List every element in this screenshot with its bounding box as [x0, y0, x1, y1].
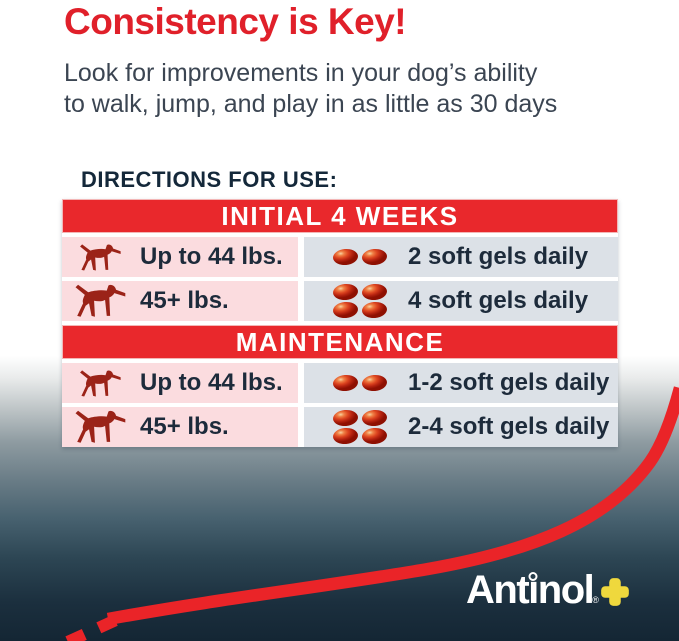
registered-trademark-symbol: ®	[592, 595, 599, 605]
dog-icon	[70, 243, 130, 272]
softgel-icon	[328, 247, 392, 267]
dog-icon	[70, 369, 130, 398]
dog-icon	[70, 283, 130, 318]
dose-cell: 2-4 soft gels daily	[304, 407, 618, 447]
page-subtitle: Look for improvements in your dog’s abil…	[64, 59, 558, 118]
brand-wordmark: Ant ı nol	[466, 568, 595, 612]
softgel-icon	[328, 282, 392, 320]
brand-logo: Ant ı nol ®	[466, 569, 630, 611]
brand-text-suffix: nol	[537, 568, 595, 612]
ring-accent	[528, 572, 538, 581]
swoosh-solid-curve	[106, 386, 679, 626]
table-row: 45+ lbs. 4 soft gels daily	[62, 281, 618, 321]
weight-cell: 45+ lbs.	[62, 281, 298, 321]
table-row: 45+ lbs. 2-4 soft gels daily	[62, 407, 618, 447]
page-title: Consistency is Key!	[64, 1, 407, 42]
softgel-icon	[328, 408, 392, 446]
dose-cell: 4 soft gels daily	[304, 281, 618, 321]
table-row: Up to 44 lbs. 2 soft gels daily	[62, 237, 618, 277]
dose-label: 2-4 soft gels daily	[408, 413, 610, 440]
weight-label: Up to 44 lbs.	[140, 243, 283, 270]
softgel-icon	[328, 373, 392, 393]
table-row: Up to 44 lbs. 1-2 soft gels daily	[62, 363, 618, 403]
dose-cell: 2 soft gels daily	[304, 237, 618, 277]
weight-label: 45+ lbs.	[140, 413, 229, 440]
dose-label: 1-2 soft gels daily	[408, 369, 610, 396]
dose-label: 2 soft gels daily	[408, 243, 589, 270]
weight-cell: Up to 44 lbs.	[62, 363, 298, 403]
plus-icon	[601, 578, 629, 606]
dosing-table: INITIAL 4 WEEKS Up to 44 lbs. 2 soft gel…	[62, 199, 618, 447]
dose-label: 4 soft gels daily	[408, 287, 589, 314]
weight-cell: Up to 44 lbs.	[62, 237, 298, 277]
weight-label: Up to 44 lbs.	[140, 369, 283, 396]
brand-letter-i: ı	[528, 568, 539, 612]
dose-cell: 1-2 soft gels daily	[304, 363, 618, 403]
dog-icon	[70, 409, 130, 444]
section-header-initial: INITIAL 4 WEEKS	[62, 199, 618, 233]
weight-label: 45+ lbs.	[140, 287, 229, 314]
brand-text-prefix: Ant	[466, 568, 530, 612]
weight-cell: 45+ lbs.	[62, 407, 298, 447]
directions-heading: DIRECTIONS FOR USE:	[81, 167, 338, 192]
section-header-maintenance: MAINTENANCE	[62, 325, 618, 359]
